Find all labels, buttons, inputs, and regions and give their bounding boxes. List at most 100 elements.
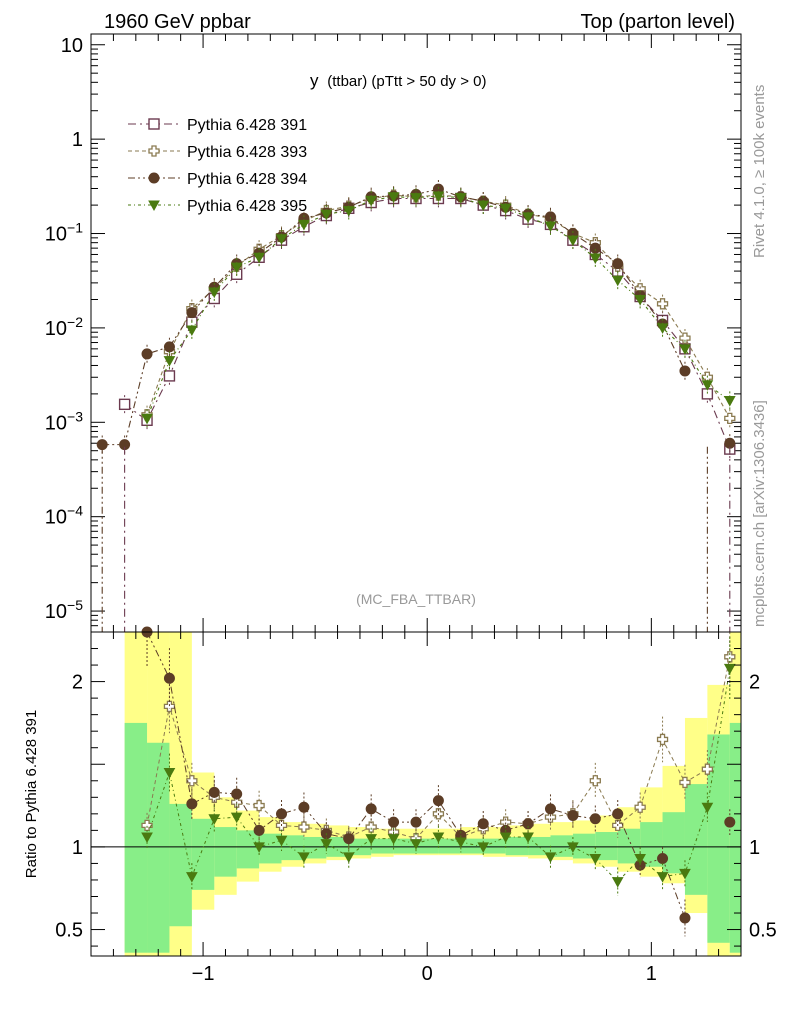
main-data-point <box>589 253 602 265</box>
ratio-band-green <box>281 835 304 861</box>
main-y-tick-label: 10−4 <box>45 503 83 529</box>
ratio-data-point <box>298 821 310 833</box>
ratio-data-point <box>365 803 377 815</box>
ratio-series-3 <box>141 626 736 937</box>
main-data-point <box>724 437 736 449</box>
main-data-point <box>724 412 736 425</box>
main-data-point <box>163 341 175 353</box>
ratio-data-point <box>701 802 714 814</box>
main-data-point <box>141 413 153 425</box>
main-axis-ticks <box>90 34 742 633</box>
ratio-data-point <box>567 842 579 853</box>
main-data-point <box>589 242 601 254</box>
ratio-data-point <box>275 835 288 847</box>
ratio-y-tick-label-right: 0.5 <box>749 920 777 942</box>
legend-marker <box>148 172 160 184</box>
main-series-group <box>96 180 736 632</box>
main-data-point <box>454 193 467 204</box>
ratio-data-point <box>253 824 265 836</box>
ratio-data-point <box>208 814 221 825</box>
main-plot-frame <box>90 33 742 633</box>
main-data-point <box>701 380 714 391</box>
main-data-point <box>186 325 198 337</box>
ratio-data-point <box>387 834 400 845</box>
ratio-y-tick-label: 2 <box>72 672 83 694</box>
ratio-data-point <box>589 853 602 865</box>
ratio-data-point <box>723 663 736 675</box>
main-data-point <box>544 221 557 233</box>
ratio-y-tick-labels: 0.5 0.5 1 1 2 2 <box>55 672 777 942</box>
main-data-point <box>387 192 400 203</box>
legend-label: Pythia 6.428 394 <box>187 171 307 188</box>
ratio-y-tick-label-right: 1 <box>749 837 760 859</box>
ratio-data-point <box>544 811 557 823</box>
legend-entry-1: Pythia 6.428 391 <box>128 117 307 134</box>
ratio-series-group <box>141 626 736 937</box>
main-data-point <box>208 287 221 299</box>
legend-marker <box>148 200 160 212</box>
ratio-data-point <box>522 818 534 830</box>
main-data-point <box>522 212 534 223</box>
main-data-point <box>163 370 176 382</box>
ratio-y-tick-label: 1 <box>72 837 83 859</box>
ratio-data-point <box>544 852 557 863</box>
plot-title: y (ttbar) (pTtt > 50 dy > 0) <box>310 71 486 90</box>
ratio-data-point <box>656 733 669 746</box>
x-tick-label: 1 <box>646 963 657 985</box>
main-data-point <box>723 396 736 407</box>
ratio-data-point <box>634 853 646 865</box>
ratio-uncertainty-bands <box>124 632 741 956</box>
x-tick-labels: −1 0 1 <box>192 963 657 985</box>
ratio-panel: 0.5 0.5 1 1 2 2 −1 0 1 Ratio to Pythia 6.428 39… <box>23 626 777 985</box>
ratio-band-green <box>259 833 282 864</box>
main-data-point <box>320 209 333 221</box>
ratio-data-point <box>388 816 400 828</box>
ratio-band-green <box>416 838 439 854</box>
ratio-data-point <box>163 700 176 713</box>
ratio-axis-ticks <box>90 632 742 956</box>
main-series-line <box>124 197 731 450</box>
ratio-data-point <box>522 832 534 844</box>
ratio-data-point <box>410 816 422 828</box>
ratio-band-green <box>640 822 663 867</box>
main-data-point <box>679 332 691 344</box>
ratio-data-point <box>612 808 624 820</box>
x-tick-label: −1 <box>192 963 215 985</box>
ratio-data-point <box>230 812 243 824</box>
ratio-data-point <box>657 852 669 864</box>
ratio-data-point <box>724 816 736 828</box>
main-y-tick-labels: 10 1 10−1 10−2 10−3 10−4 10−5 <box>45 35 83 623</box>
main-data-point <box>432 191 445 202</box>
ratio-data-point <box>679 912 691 924</box>
main-data-point <box>656 298 669 310</box>
legend-entry-2: Pythia 6.428 393 <box>128 144 307 161</box>
ratio-y-tick-label-right: 2 <box>749 672 760 694</box>
ratio-data-point <box>499 832 512 844</box>
main-data-point <box>611 275 624 287</box>
ratio-y-axis-label: Ratio to Pythia 6.428 391 <box>23 710 40 878</box>
main-data-point <box>679 344 691 355</box>
ratio-data-point <box>141 832 153 844</box>
ratio-data-point <box>589 813 601 825</box>
ratio-data-point <box>679 868 691 880</box>
legend-label: Pythia 6.428 395 <box>187 198 307 215</box>
plot-title-main: y <box>310 71 319 90</box>
ratio-series-4 <box>141 637 736 896</box>
ratio-data-point <box>724 651 736 663</box>
ratio-band-green <box>169 803 192 927</box>
ratio-data-point <box>253 799 265 812</box>
legend-label: Pythia 6.428 391 <box>187 117 307 134</box>
ratio-band-green <box>707 734 730 943</box>
main-data-point <box>410 193 422 204</box>
ratio-data-point <box>186 798 198 810</box>
ratio-band-green <box>214 827 237 877</box>
ratio-data-point <box>186 872 198 883</box>
ratio-data-point <box>701 763 714 775</box>
ratio-data-point <box>567 809 579 821</box>
ratio-data-point <box>454 837 467 848</box>
ratio-data-point <box>298 801 310 813</box>
main-y-tick-label: 10−1 <box>45 220 83 246</box>
main-data-point <box>342 206 355 217</box>
ratio-band-green <box>483 838 506 854</box>
